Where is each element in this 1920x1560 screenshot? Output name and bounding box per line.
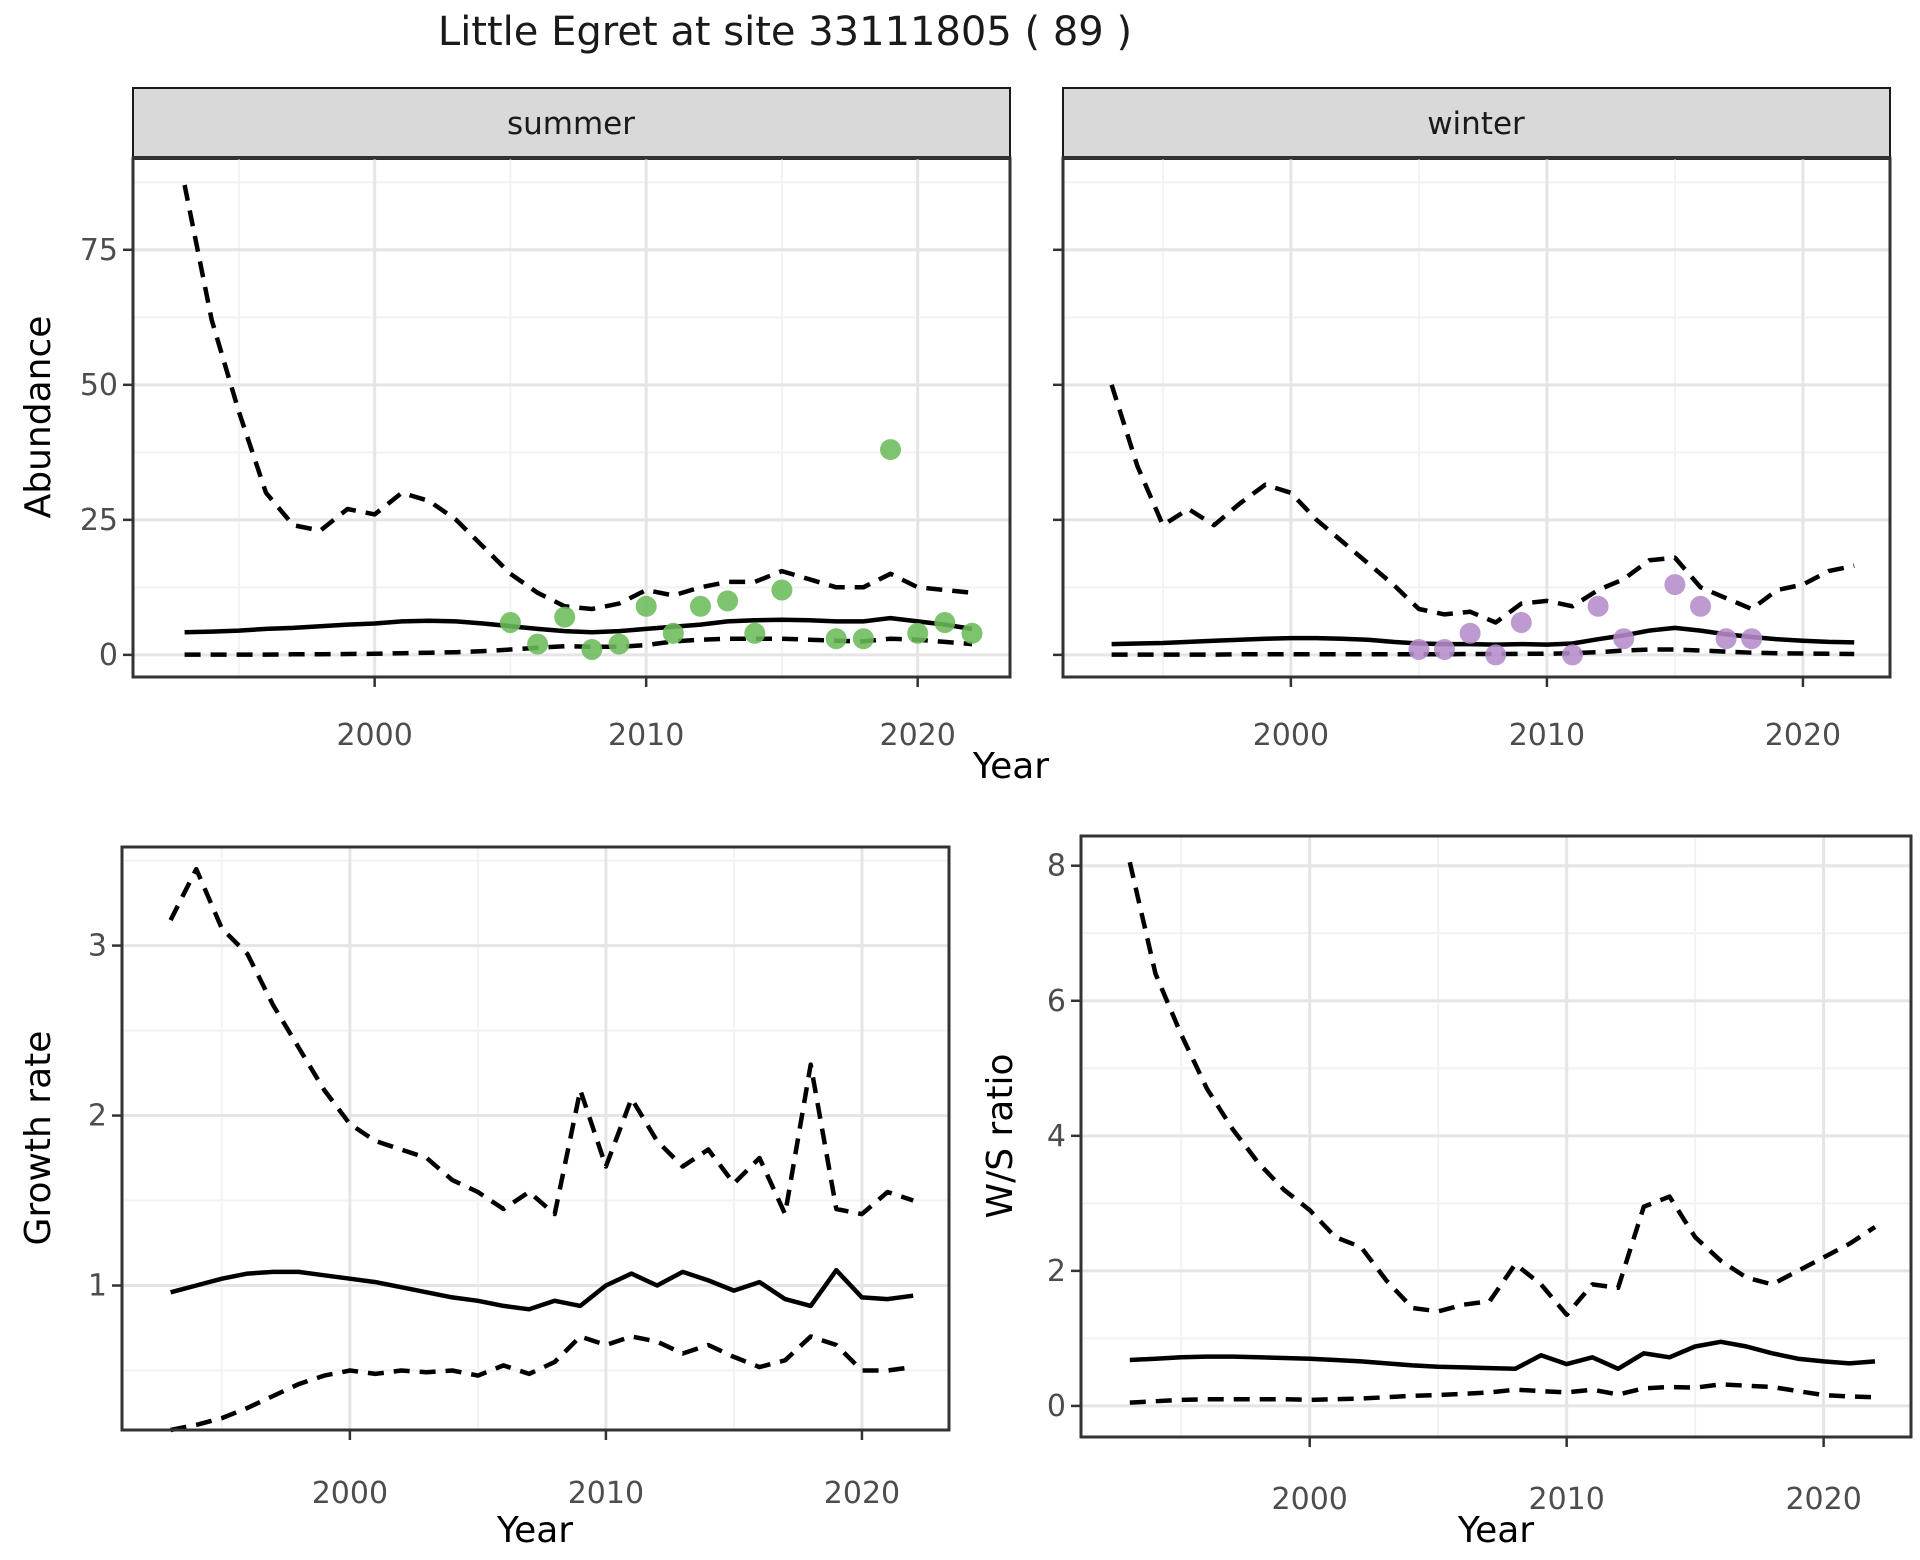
growth-year-axis-title: Year: [496, 1510, 573, 1551]
panel-border: [131, 156, 1012, 679]
confidence-band-line: [170, 1334, 914, 1433]
x-tick-label: 2010: [608, 718, 684, 753]
facet-strip-winter: winter: [1062, 87, 1891, 160]
panel-border: [120, 845, 951, 1432]
data-point: [852, 628, 874, 650]
data-point: [934, 612, 956, 633]
data-point: [608, 633, 630, 655]
panel-abundance-winter: 2000 2010 2020: [1053, 156, 1892, 753]
confidence-band-line: [1129, 1382, 1876, 1405]
data-point: [635, 595, 657, 617]
x-tick-label: 2000: [1253, 718, 1329, 753]
data-point: [771, 579, 793, 601]
y-tick-label: 8: [1047, 849, 1066, 884]
confidence-band-line: [1111, 647, 1855, 657]
facet-strip-summer: summer: [132, 87, 1011, 160]
data-point: [1459, 622, 1481, 644]
y-tick-label: 25: [80, 503, 118, 538]
data-point: [1434, 639, 1455, 660]
confidence-band-line: [168, 866, 914, 1217]
data-point: [1664, 574, 1686, 596]
x-tick-label: 2000: [312, 1476, 388, 1511]
mean-line: [1129, 1339, 1876, 1372]
panel-abundance-summer: 2000 2010 2020 0 25 50 75: [80, 156, 1012, 753]
y-tick-label: 50: [80, 368, 118, 403]
abundance-axis-title: Abundance: [18, 316, 59, 519]
data-point: [717, 590, 739, 612]
x-tick-label: 2010: [1528, 1482, 1604, 1517]
data-point: [1510, 612, 1532, 633]
y-tick-label: 6: [1047, 984, 1066, 1019]
facet-strip-winter-label: winter: [1427, 106, 1525, 142]
y-tick-label: 75: [80, 233, 118, 268]
data-point: [1485, 644, 1507, 666]
data-point: [961, 622, 983, 644]
panel-growth-rate: 2000 2010 2020 1 2 3: [88, 845, 951, 1511]
data-point: [581, 639, 603, 660]
data-point: [1715, 628, 1737, 650]
x-tick-label: 2020: [880, 718, 956, 753]
mean-line: [184, 615, 973, 635]
x-tick-label: 2000: [1272, 1482, 1348, 1517]
x-tick-label: 2020: [1785, 1482, 1861, 1517]
mean-line: [170, 1267, 914, 1312]
confidence-band-line: [1109, 384, 1855, 625]
confidence-band-line: [182, 184, 973, 612]
y-tick-label: 2: [88, 1099, 107, 1134]
ws-ratio-axis-title: W/S ratio: [980, 1053, 1021, 1218]
data-point: [499, 612, 521, 633]
y-tick-label: 3: [88, 929, 107, 964]
confidence-band-line: [1127, 861, 1877, 1318]
x-tick-label: 2020: [824, 1476, 900, 1511]
y-tick-label: 0: [99, 638, 118, 673]
y-tick-label: 0: [1047, 1389, 1066, 1424]
y-tick-label: 1: [88, 1269, 107, 1304]
data-point: [1562, 644, 1583, 666]
y-tick-label: 4: [1047, 1119, 1066, 1154]
facet-strip-winter-bg: [1062, 87, 1891, 159]
data-point: [907, 622, 929, 644]
data-point: [662, 622, 684, 644]
ws-year-axis-title: Year: [1457, 1510, 1534, 1551]
data-point: [690, 595, 711, 617]
data-point: [825, 628, 847, 650]
top-year-axis-title: Year: [972, 746, 1049, 787]
data-point: [1690, 595, 1711, 617]
data-point: [1741, 628, 1763, 650]
page-title: Little Egret at site 33111805 ( 89 ): [438, 9, 1132, 55]
facet-strip-summer-bg: [132, 87, 1011, 159]
data-point: [744, 622, 766, 644]
data-point: [1613, 628, 1635, 650]
facet-strip-summer-label: summer: [507, 106, 635, 142]
growth-rate-axis-title: Growth rate: [18, 1031, 59, 1246]
data-point: [1408, 639, 1430, 660]
x-tick-label: 2000: [336, 718, 412, 753]
data-point: [880, 439, 901, 461]
data-point: [554, 606, 576, 628]
data-point: [527, 633, 549, 655]
panel-border: [1061, 156, 1892, 679]
y-tick-label: 2: [1047, 1254, 1066, 1289]
x-tick-label: 2020: [1765, 718, 1841, 753]
data-point: [1587, 595, 1609, 617]
x-tick-label: 2010: [568, 1476, 644, 1511]
panel-ws-ratio: 2000 2010 2020 0 2 4 6 8: [1047, 834, 1913, 1517]
x-tick-label: 2010: [1509, 718, 1585, 753]
